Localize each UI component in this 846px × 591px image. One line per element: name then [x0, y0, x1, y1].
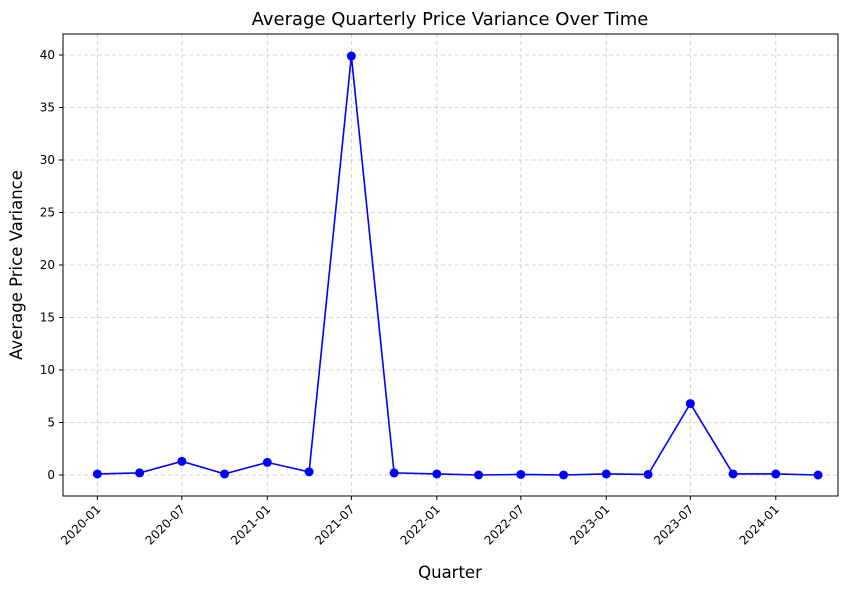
data-point [771, 469, 781, 479]
data-point [262, 457, 272, 467]
y-tick-label: 40 [40, 48, 55, 62]
x-axis-label: Quarter [418, 563, 482, 582]
y-tick-label: 30 [40, 153, 55, 167]
data-point [474, 470, 484, 480]
y-axis: 0 5 10 15 20 25 30 35 40 [40, 48, 63, 482]
x-tick-label: 2021-07 [312, 502, 357, 547]
data-point [346, 51, 356, 61]
y-tick-label: 0 [47, 468, 55, 482]
data-point [177, 456, 187, 466]
data-point [813, 470, 823, 480]
x-tick-label: 2020-01 [58, 502, 103, 547]
data-point [220, 469, 230, 479]
data-point [601, 469, 611, 479]
data-point [643, 469, 653, 479]
data-point [432, 469, 442, 479]
data-point [135, 468, 145, 478]
y-tick-label: 35 [40, 101, 55, 115]
x-tick-label: 2022-01 [398, 502, 443, 547]
series-layer [92, 51, 823, 480]
x-tick-label: 2023-01 [567, 502, 612, 547]
data-point [389, 468, 399, 478]
data-point [728, 469, 738, 479]
y-tick-label: 20 [40, 258, 55, 272]
y-tick-label: 5 [47, 416, 55, 430]
data-point [304, 467, 314, 477]
x-tick-label: 2021-01 [228, 502, 273, 547]
y-tick-label: 15 [40, 311, 55, 325]
x-axis: 2020-01 2020-07 2021-01 2021-07 2022-01 2022-… [58, 496, 782, 548]
x-tick-label: 2024-01 [737, 502, 782, 547]
data-point [516, 469, 526, 479]
chart-title: Average Quarterly Price Variance Over Ti… [252, 9, 649, 30]
grid [63, 34, 838, 496]
y-tick-label: 25 [40, 206, 55, 220]
x-tick-label: 2023-07 [651, 502, 696, 547]
x-tick-label: 2022-07 [482, 502, 527, 547]
data-point [685, 399, 695, 409]
data-point [559, 470, 569, 480]
y-axis-label: Average Price Variance [7, 170, 26, 360]
y-tick-label: 10 [40, 363, 55, 377]
data-point [92, 469, 102, 479]
x-tick-label: 2020-07 [143, 502, 188, 547]
series-line [97, 55, 819, 476]
